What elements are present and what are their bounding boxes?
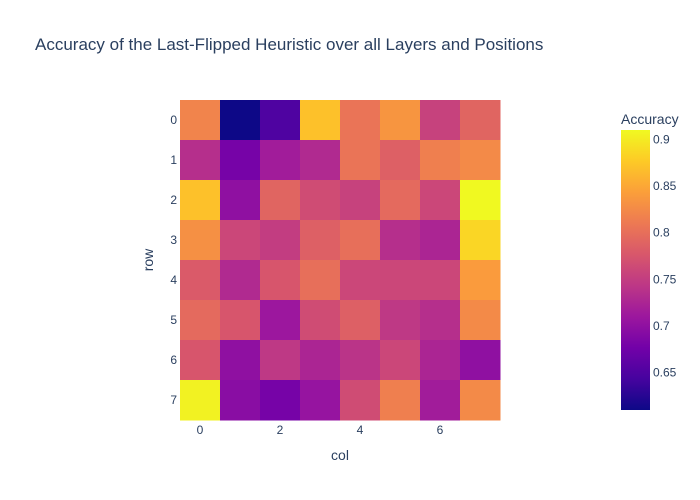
heatmap-cell-r4-c5 xyxy=(380,260,421,301)
heatmap-cell-r6-c2 xyxy=(260,340,301,381)
x-tick-labels: 0 2 4 6 xyxy=(197,423,444,437)
heatmap-cell-r4-c6 xyxy=(420,260,461,301)
heatmap-cell-r4-c7 xyxy=(460,260,501,301)
heatmap-cell-r1-c0 xyxy=(180,140,221,181)
x-tick-label: 4 xyxy=(357,423,364,437)
heatmap-cell-r4-c4 xyxy=(340,260,381,301)
heatmap-cell-r3-c1 xyxy=(220,220,261,261)
chart-title: Accuracy of the Last-Flipped Heuristic o… xyxy=(35,35,543,54)
heatmap-cell-r3-c2 xyxy=(260,220,301,261)
heatmap-cell-r1-c1 xyxy=(220,140,261,181)
y-tick-label: 1 xyxy=(170,153,177,167)
y-tick-label: 5 xyxy=(170,313,177,327)
colorbar xyxy=(621,130,650,410)
heatmap-cell-r7-c6 xyxy=(420,380,461,421)
heatmap-cell-r7-c4 xyxy=(340,380,381,421)
heatmap-cell-r3-c7 xyxy=(460,220,501,261)
y-tick-label: 7 xyxy=(170,393,177,407)
heatmap-cell-r0-c3 xyxy=(300,100,341,141)
colorbar-tick-labels: 0.65 0.7 0.75 0.8 0.85 0.9 xyxy=(653,132,677,379)
heatmap-cell-r1-c3 xyxy=(300,140,341,181)
heatmap-cell-r5-c7 xyxy=(460,300,501,341)
heatmap-cells xyxy=(180,100,501,421)
heatmap-cell-r0-c4 xyxy=(340,100,381,141)
heatmap-cell-r2-c6 xyxy=(420,180,461,221)
heatmap-cell-r7-c3 xyxy=(300,380,341,421)
heatmap-cell-r4-c0 xyxy=(180,260,221,301)
heatmap-cell-r6-c5 xyxy=(380,340,421,381)
heatmap-cell-r6-c6 xyxy=(420,340,461,381)
colorbar-title: Accuracy xyxy=(621,111,679,127)
heatmap-cell-r5-c2 xyxy=(260,300,301,341)
colorbar-tick-label: 0.9 xyxy=(653,132,670,146)
heatmap-cell-r7-c7 xyxy=(460,380,501,421)
colorbar-tick-label: 0.75 xyxy=(653,272,677,286)
heatmap-cell-r1-c6 xyxy=(420,140,461,181)
heatmap-cell-r1-c4 xyxy=(340,140,381,181)
heatmap-cell-r2-c3 xyxy=(300,180,341,221)
heatmap-cell-r4-c3 xyxy=(300,260,341,301)
colorbar-tick-label: 0.7 xyxy=(653,319,670,333)
heatmap-cell-r3-c4 xyxy=(340,220,381,261)
heatmap-cell-r0-c0 xyxy=(180,100,221,141)
y-axis-title: row xyxy=(140,248,156,271)
heatmap-cell-r6-c0 xyxy=(180,340,221,381)
x-tick-label: 0 xyxy=(197,423,204,437)
heatmap-cell-r3-c3 xyxy=(300,220,341,261)
y-tick-label: 6 xyxy=(170,353,177,367)
heatmap-cell-r1-c2 xyxy=(260,140,301,181)
heatmap-cell-r5-c3 xyxy=(300,300,341,341)
colorbar-tick-label: 0.65 xyxy=(653,366,677,380)
heatmap-cell-r5-c4 xyxy=(340,300,381,341)
heatmap-cell-r4-c2 xyxy=(260,260,301,301)
y-tick-labels: 0 1 2 3 4 5 6 7 xyxy=(170,113,177,407)
y-tick-label: 3 xyxy=(170,233,177,247)
heatmap-cell-r6-c7 xyxy=(460,340,501,381)
heatmap-cell-r3-c5 xyxy=(380,220,421,261)
x-tick-label: 2 xyxy=(277,423,284,437)
heatmap-cell-r0-c6 xyxy=(420,100,461,141)
heatmap-cell-r2-c1 xyxy=(220,180,261,221)
heatmap-cell-r2-c2 xyxy=(260,180,301,221)
heatmap-cell-r5-c5 xyxy=(380,300,421,341)
heatmap-cell-r1-c5 xyxy=(380,140,421,181)
heatmap-cell-r6-c4 xyxy=(340,340,381,381)
x-tick-label: 6 xyxy=(437,423,444,437)
heatmap-cell-r6-c1 xyxy=(220,340,261,381)
heatmap-cell-r5-c0 xyxy=(180,300,221,341)
heatmap-cell-r4-c1 xyxy=(220,260,261,301)
heatmap-cell-r6-c3 xyxy=(300,340,341,381)
heatmap-cell-r5-c6 xyxy=(420,300,461,341)
heatmap-cell-r0-c1 xyxy=(220,100,261,141)
heatmap-cell-r2-c4 xyxy=(340,180,381,221)
heatmap-cell-r0-c2 xyxy=(260,100,301,141)
colorbar-tick-label: 0.8 xyxy=(653,226,670,240)
heatmap-cell-r3-c0 xyxy=(180,220,221,261)
heatmap-cell-r0-c5 xyxy=(380,100,421,141)
heatmap-cell-r1-c7 xyxy=(460,140,501,181)
heatmap-cell-r3-c6 xyxy=(420,220,461,261)
heatmap-cell-r7-c0 xyxy=(180,380,221,421)
y-tick-label: 4 xyxy=(170,273,177,287)
heatmap-cell-r2-c5 xyxy=(380,180,421,221)
heatmap-cell-r0-c7 xyxy=(460,100,501,141)
heatmap-cell-r7-c5 xyxy=(380,380,421,421)
heatmap-cell-r2-c0 xyxy=(180,180,221,221)
heatmap-cell-r7-c2 xyxy=(260,380,301,421)
heatmap-cell-r7-c1 xyxy=(220,380,261,421)
colorbar-tick-label: 0.85 xyxy=(653,179,677,193)
heatmap-cell-r2-c7 xyxy=(460,180,501,221)
heatmap-cell-r5-c1 xyxy=(220,300,261,341)
y-tick-label: 2 xyxy=(170,193,177,207)
x-axis-title: col xyxy=(331,447,349,463)
y-tick-label: 0 xyxy=(170,113,177,127)
